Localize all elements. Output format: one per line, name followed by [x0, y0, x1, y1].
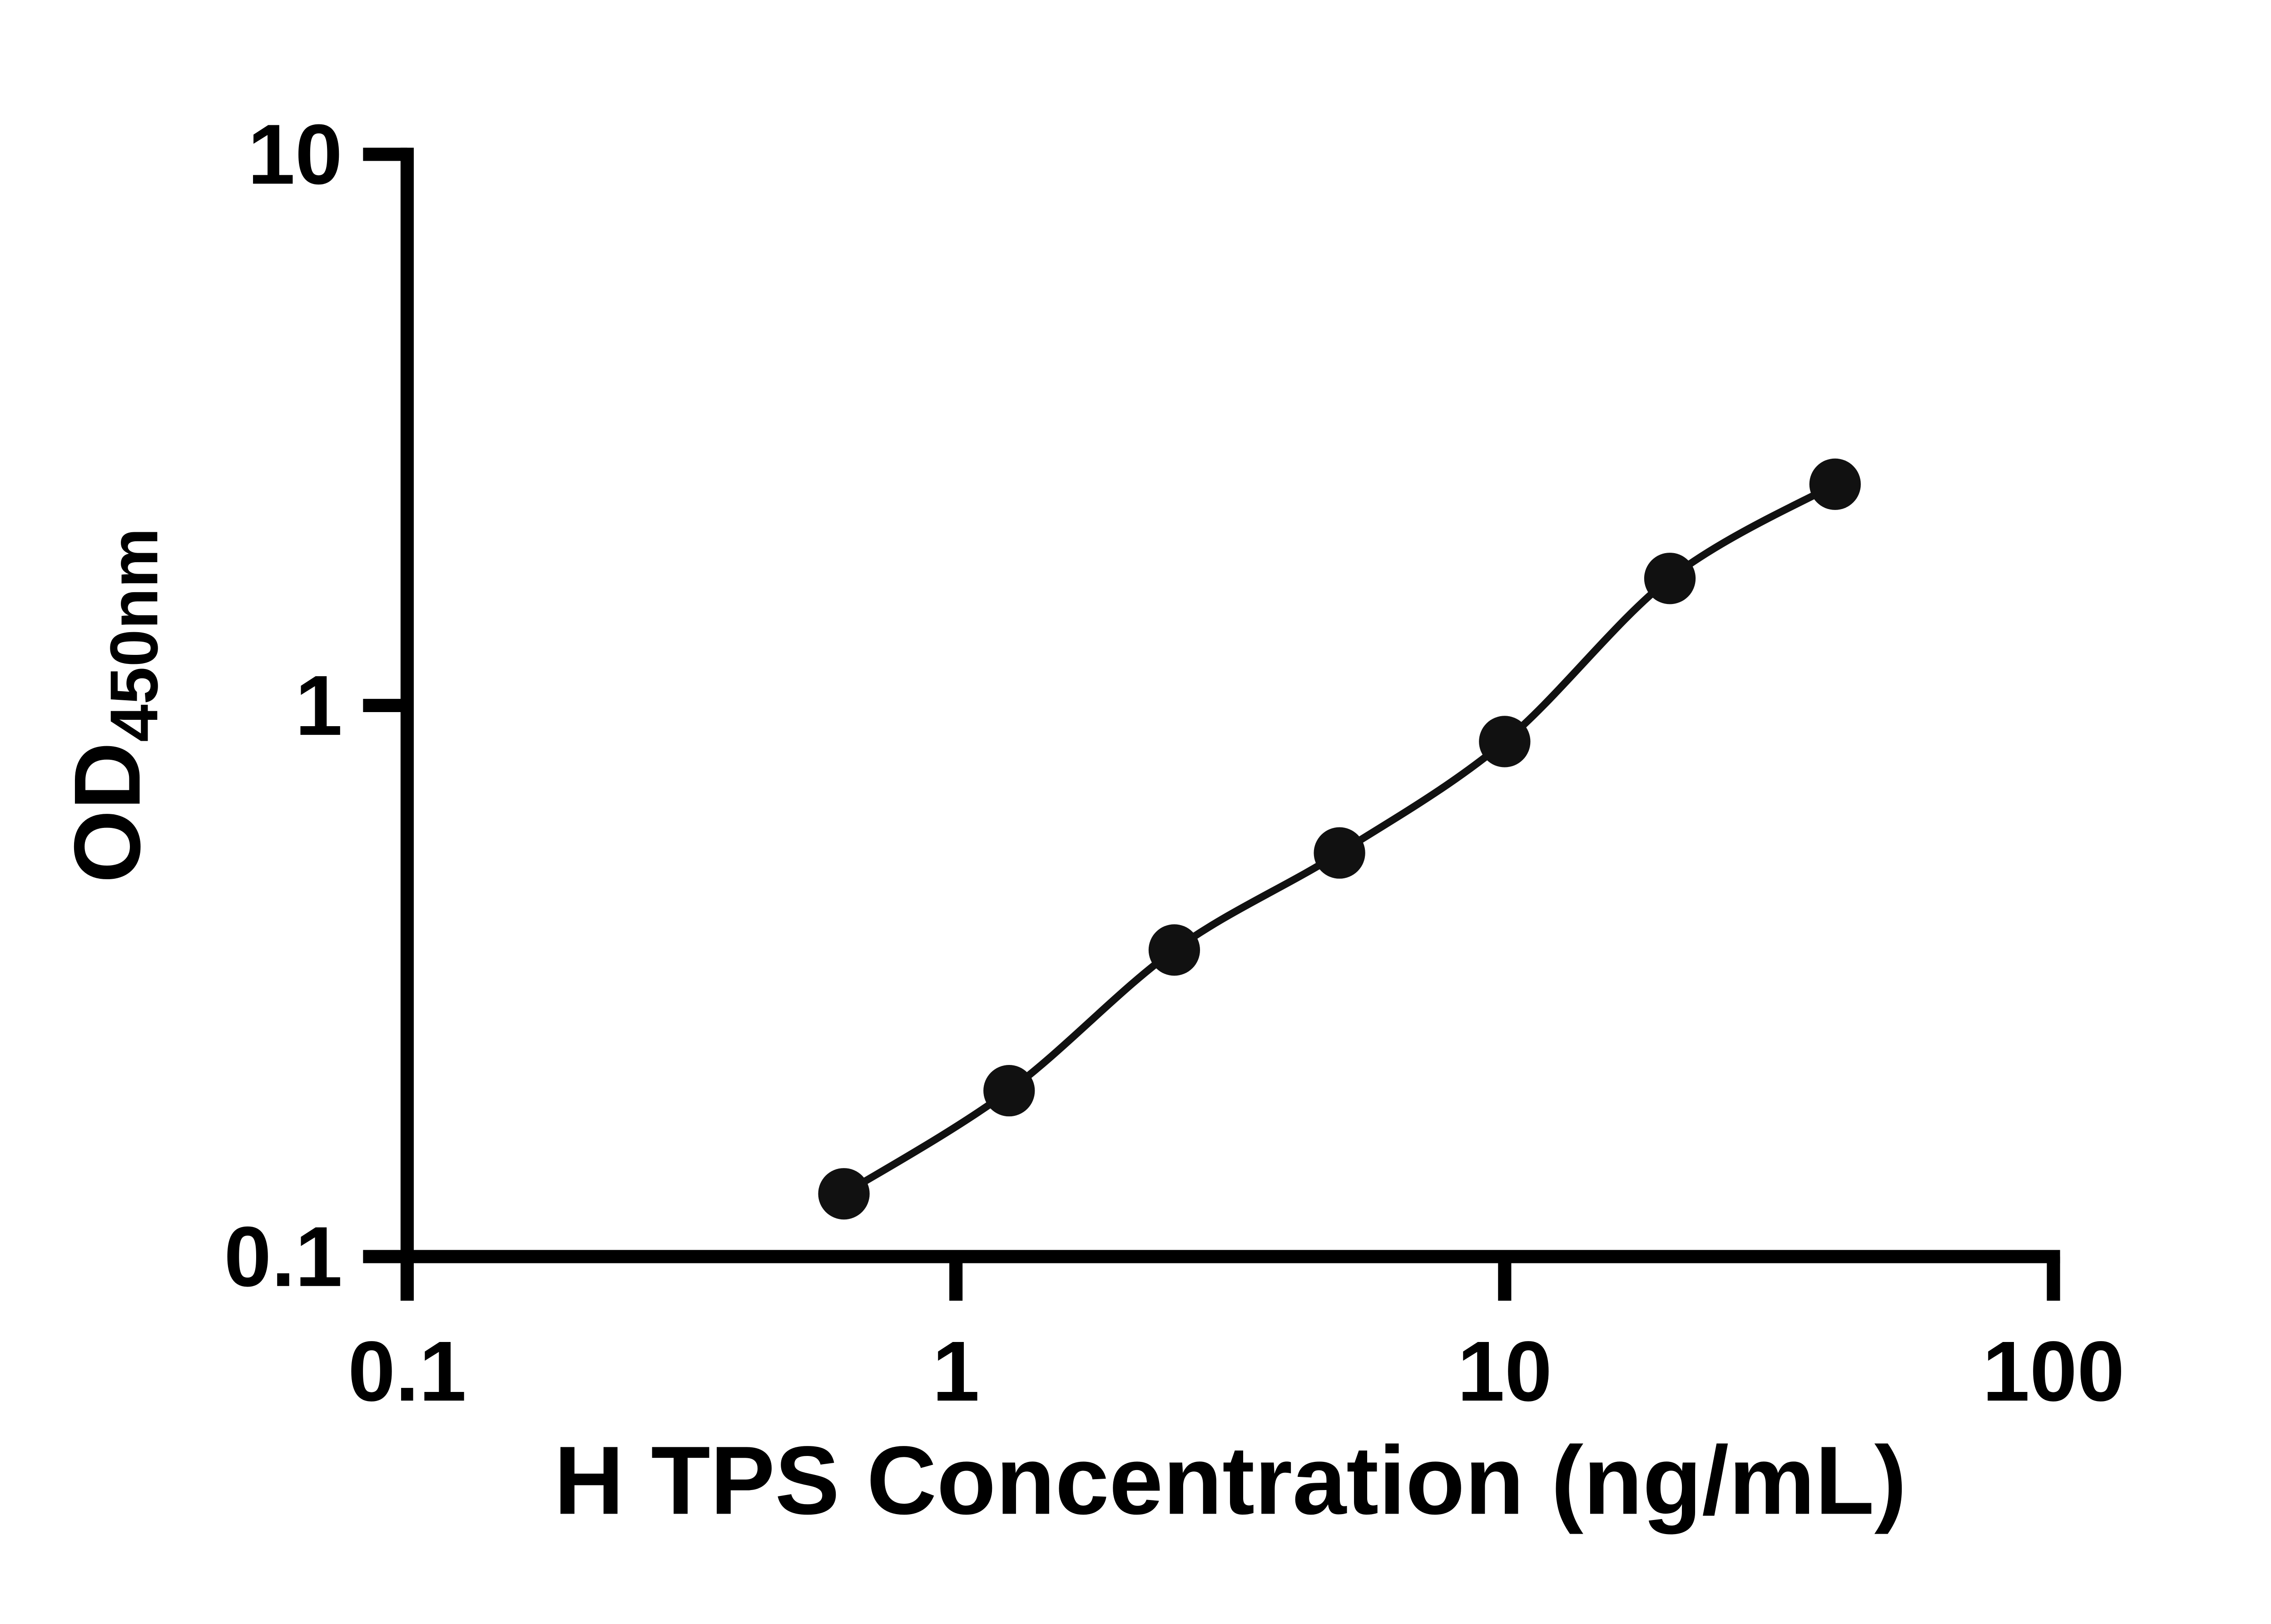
y-tick-label: 1: [295, 658, 342, 753]
data-point: [1644, 553, 1696, 604]
x-tick-label: 1: [932, 1323, 979, 1419]
x-axis-title: H TPS Concentration (ng/mL): [554, 1426, 1907, 1535]
data-point: [1314, 827, 1365, 879]
y-axis-title: OD450nm: [55, 528, 172, 883]
data-point: [1148, 924, 1200, 976]
x-tick-label: 0.1: [348, 1323, 466, 1419]
data-point: [1479, 716, 1531, 767]
data-point: [1809, 458, 1861, 510]
data-point: [818, 1168, 870, 1220]
data-point: [983, 1065, 1035, 1117]
axes-layer: 0.1 1 10 100 0.1 1 10: [224, 107, 2124, 1419]
x-tick-label: 10: [1457, 1323, 1552, 1419]
y-axis-title-main: OD: [55, 742, 159, 883]
x-tick-label: 100: [1982, 1323, 2124, 1419]
y-tick-label: 0.1: [224, 1209, 342, 1304]
plot-layer: [818, 458, 1861, 1220]
y-axis-title-subscript: 450nm: [96, 528, 172, 742]
y-tick-label: 10: [248, 107, 342, 202]
